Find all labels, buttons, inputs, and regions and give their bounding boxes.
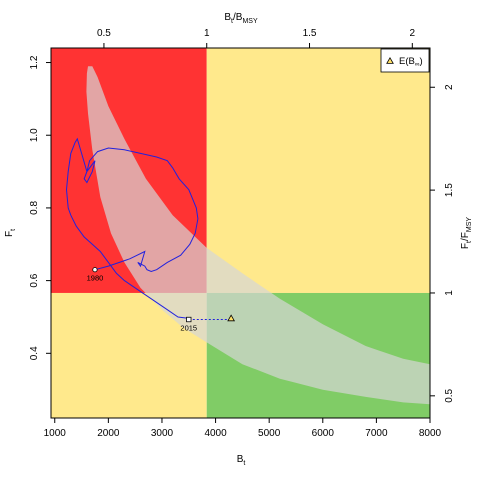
legend-label: E(B∞) <box>399 56 423 68</box>
tick-label: 5000 <box>258 428 281 439</box>
tick-label: 0.4 <box>29 346 40 360</box>
y-left-axis: 0.4 0.6 0.8 1.0 1.2 <box>29 55 51 360</box>
tick-label: 0.6 <box>29 273 40 287</box>
tick-label: 1000 <box>44 428 67 439</box>
y-right-axis-title: Ft/FMSY <box>460 217 473 249</box>
trajectory-start-point <box>92 267 98 273</box>
tick-label: 1.5 <box>444 183 455 197</box>
tick-label: 6000 <box>312 428 335 439</box>
confidence-region <box>86 66 430 405</box>
tick-label: 0.5 <box>97 28 111 39</box>
tick-label: 0.5 <box>444 388 455 402</box>
x-top-axis-title: Bt/BMSY <box>224 12 258 25</box>
trajectory-start-label: 1980 <box>87 274 104 283</box>
legend-box <box>380 48 430 73</box>
y-right-axis: 0.5 1 1.5 2 <box>430 84 455 403</box>
tick-label: 4000 <box>204 428 227 439</box>
expected-equilibrium-triangle <box>227 314 236 322</box>
x-bottom-axis-title: Bt <box>237 454 246 467</box>
tick-label: 1 <box>204 28 210 39</box>
tick-label: 3000 <box>151 428 174 439</box>
trajectory-end-label: 2015 <box>180 324 197 333</box>
zone-overfishing-only <box>206 48 430 293</box>
x-top-axis: 0.5 1 1.5 2 <box>97 28 416 48</box>
tick-label: 2 <box>444 84 455 90</box>
tick-label: 1.2 <box>29 55 40 69</box>
tick-label: 1.0 <box>29 128 40 142</box>
tick-label: 2000 <box>97 428 120 439</box>
y-left-axis-title: Ft <box>4 229 17 237</box>
legend: E(B∞) <box>380 48 430 73</box>
x-bottom-axis: 1000 2000 3000 4000 5000 6000 7000 8000 <box>44 418 442 439</box>
tick-label: 1.5 <box>303 28 317 39</box>
tick-label: 0.8 <box>29 201 40 215</box>
trajectory-line <box>65 137 199 319</box>
tick-label: 7000 <box>365 428 388 439</box>
plot-frame <box>50 47 431 419</box>
legend-triangle-icon <box>386 56 394 64</box>
tick-label: 8000 <box>419 428 442 439</box>
tick-label: 1 <box>444 290 455 296</box>
tick-label: 2 <box>410 28 416 39</box>
trajectory-end-point <box>186 316 192 323</box>
